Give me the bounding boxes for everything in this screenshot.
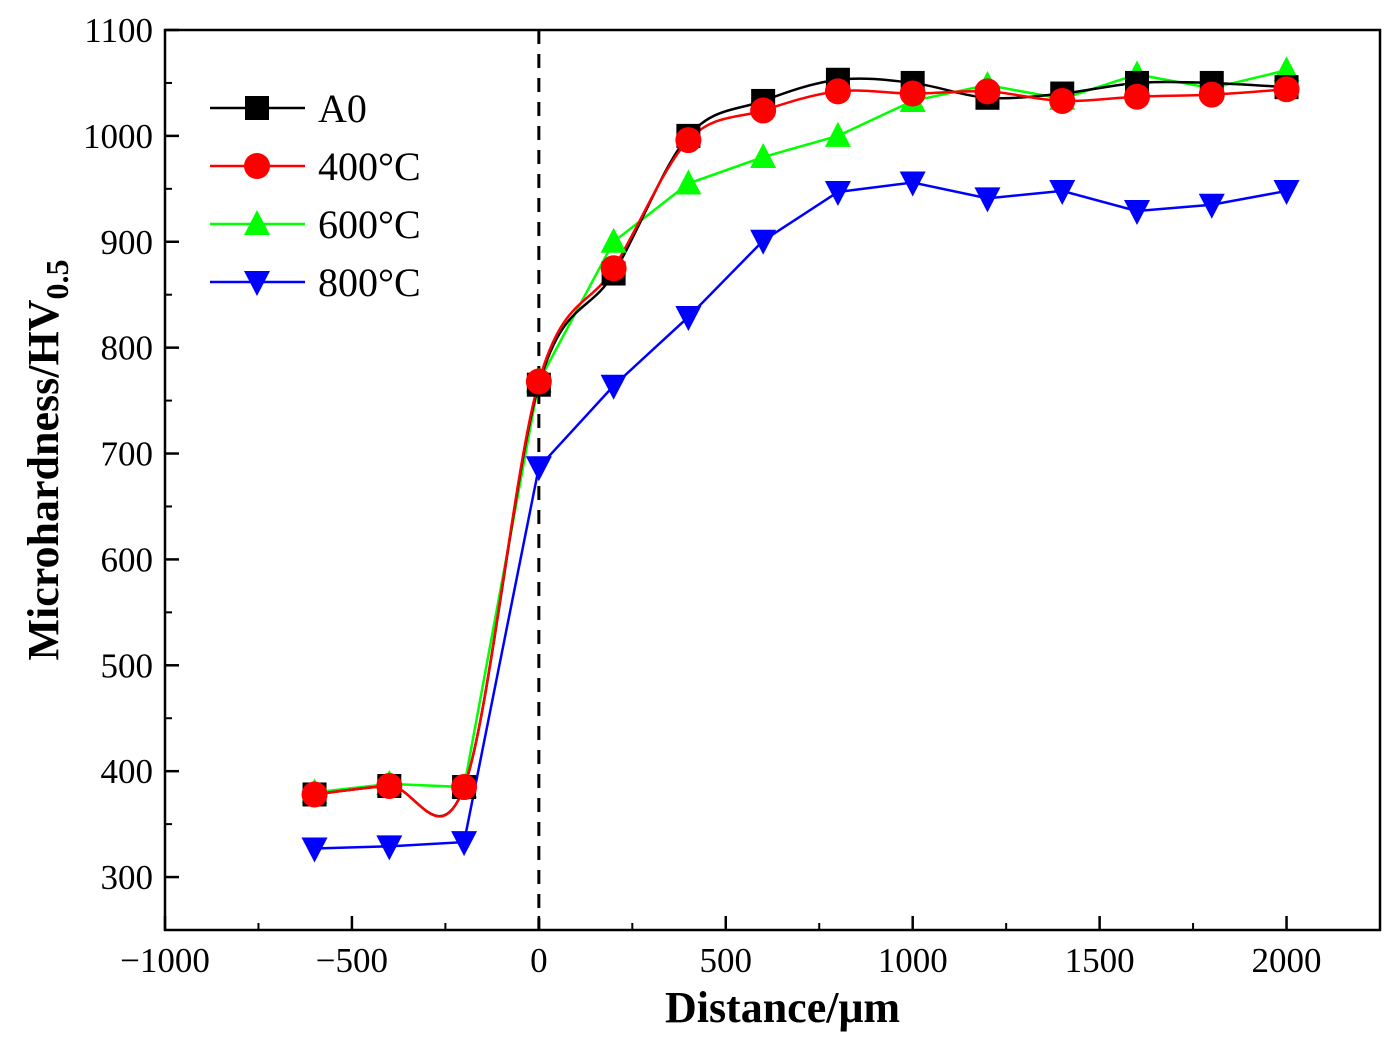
legend-label: A0 xyxy=(318,86,367,131)
legend-marker xyxy=(244,210,270,235)
data-point-series-2 xyxy=(675,169,702,195)
y-axis-title: Microhardness/HV0.5 xyxy=(19,260,75,661)
x-tick-label: 2000 xyxy=(1252,941,1322,980)
legend-marker xyxy=(244,271,270,296)
y-axis-title-subscript: 0.5 xyxy=(39,260,75,300)
data-point-series-1 xyxy=(824,78,851,105)
data-point-series-1 xyxy=(1049,87,1076,114)
data-point-series-1 xyxy=(376,773,403,799)
data-point-series-2 xyxy=(1273,56,1300,82)
y-axis-title-main: Microhardness/HV xyxy=(19,299,68,660)
data-point-series-1 xyxy=(600,255,627,282)
data-point-series-1 xyxy=(301,781,328,808)
legend-label: 800°C xyxy=(318,260,421,305)
data-point-series-3 xyxy=(525,456,552,482)
data-point-series-3 xyxy=(824,181,851,206)
x-tick-label: 1000 xyxy=(878,941,948,980)
data-point-series-1 xyxy=(750,97,777,124)
x-tick-label: 0 xyxy=(530,941,548,980)
data-point-series-2 xyxy=(824,121,851,147)
plot-frame xyxy=(163,28,1382,932)
data-point-series-1 xyxy=(1273,76,1300,103)
data-point-series-3 xyxy=(675,305,702,331)
data-point-series-1 xyxy=(675,127,702,154)
data-point-series-3 xyxy=(600,374,627,400)
data-point-series-3 xyxy=(376,835,403,861)
x-tick-label: −500 xyxy=(316,941,388,980)
data-point-series-3 xyxy=(974,187,1001,213)
legend-marker xyxy=(245,96,269,120)
legend: A0 400°C 600°C 800°C xyxy=(210,86,421,305)
data-point-series-3 xyxy=(1049,179,1076,205)
y-tick-label: 500 xyxy=(101,646,154,685)
y-tick-label: 800 xyxy=(101,329,154,368)
y-tick-label: 300 xyxy=(101,858,154,897)
data-point-series-2 xyxy=(600,227,627,253)
y-tick-label: 900 xyxy=(101,223,154,262)
data-point-series-1 xyxy=(1198,81,1225,108)
data-point-series-3 xyxy=(750,229,777,255)
y-tick-label: 1100 xyxy=(84,11,153,50)
data-point-series-1 xyxy=(899,80,926,107)
data-point-series-1 xyxy=(525,368,552,395)
data-point-series-3 xyxy=(1124,200,1150,226)
data-point-series-3 xyxy=(1198,193,1225,219)
x-tick-label: 500 xyxy=(700,941,753,980)
legend-label: 400°C xyxy=(318,144,421,189)
data-point-series-1 xyxy=(451,774,478,801)
data-point-series-3 xyxy=(1273,179,1300,205)
data-point-series-3 xyxy=(899,171,926,197)
legend-label: 600°C xyxy=(318,202,421,247)
y-tick-label: 1000 xyxy=(83,117,153,156)
data-point-series-3 xyxy=(451,831,478,857)
x-tick-label: 1500 xyxy=(1065,941,1135,980)
y-tick-label: 400 xyxy=(101,752,154,791)
y-tick-label: 700 xyxy=(101,435,154,474)
data-point-series-3 xyxy=(301,837,328,863)
svg-text:Microhardness/HV0.5: Microhardness/HV0.5 xyxy=(19,260,75,661)
x-axis-title: Distance/μm xyxy=(665,983,900,1032)
data-point-series-1 xyxy=(974,78,1001,105)
series-line-3 xyxy=(314,181,1287,850)
legend-marker xyxy=(244,153,270,179)
series-line-2 xyxy=(314,69,1287,794)
y-tick-label: 600 xyxy=(101,540,154,579)
data-point-series-1 xyxy=(1124,83,1150,110)
x-tick-label: −1000 xyxy=(120,941,210,980)
data-point-series-2 xyxy=(750,143,777,169)
